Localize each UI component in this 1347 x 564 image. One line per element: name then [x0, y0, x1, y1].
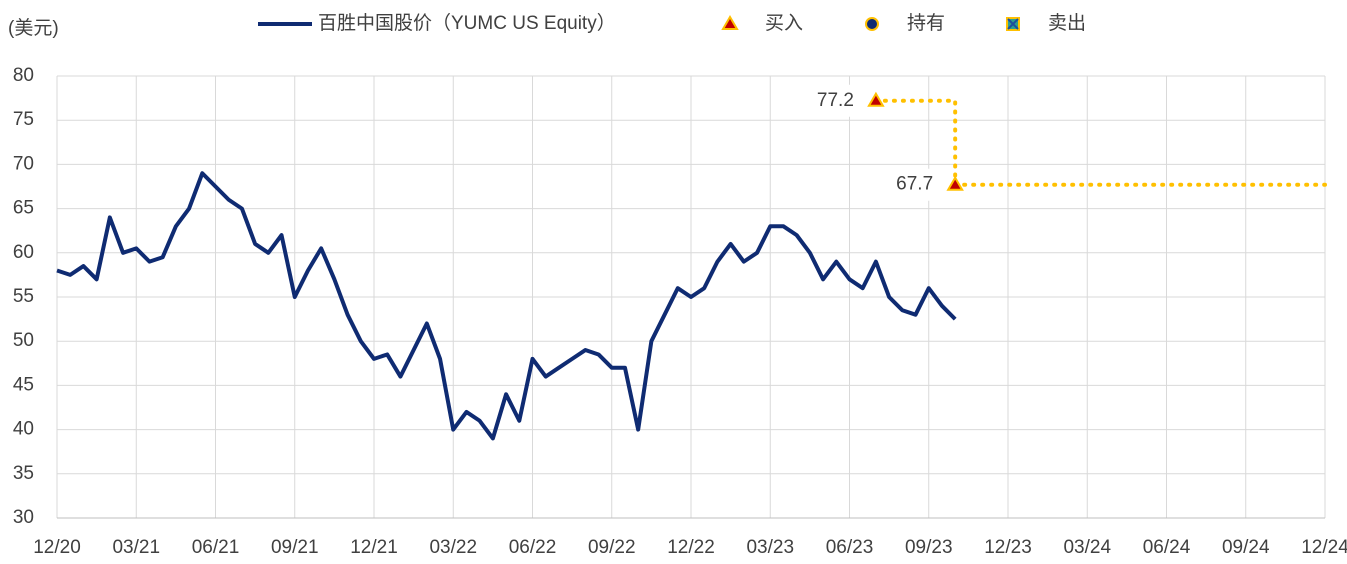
- y-tick-label: 55: [13, 286, 34, 307]
- legend-label: 百胜中国股价（YUMC US Equity）: [318, 12, 616, 34]
- buy-marker: [867, 91, 885, 107]
- buy-marker: [946, 175, 964, 191]
- x-tick-label: 12/20: [33, 537, 81, 558]
- x-tick-label: 12/21: [350, 537, 398, 558]
- x-tick-label: 12/24: [1301, 537, 1347, 558]
- y-tick-label: 35: [13, 463, 34, 484]
- value-label: 77.2: [817, 90, 854, 111]
- legend-marker-x: [1007, 18, 1019, 30]
- legend-label: 持有: [907, 12, 945, 34]
- y-tick-label: 65: [13, 198, 34, 219]
- x-tick-label: 06/24: [1143, 537, 1191, 558]
- x-tick-label: 06/23: [826, 537, 874, 558]
- x-tick-label: 03/24: [1063, 537, 1111, 558]
- value-label-box: [879, 168, 944, 201]
- y-tick-label: 45: [13, 374, 34, 395]
- unit-label: (美元): [8, 17, 59, 39]
- legend-label: 买入: [765, 13, 803, 34]
- x-tick-label: 12/23: [984, 537, 1032, 558]
- y-tick-label: 50: [13, 330, 34, 351]
- x-tick-label: 09/23: [905, 537, 953, 558]
- y-tick-label: 80: [13, 65, 34, 86]
- x-tick-label: 12/22: [667, 537, 715, 558]
- connector: [873, 98, 958, 187]
- value-label-box: [799, 84, 864, 117]
- x-tick-label: 03/23: [746, 537, 794, 558]
- price-line: [56, 171, 957, 441]
- x-tick-label: 03/22: [429, 537, 477, 558]
- x-tick-label: 03/21: [112, 537, 160, 558]
- x-tick-label: 09/24: [1222, 537, 1270, 558]
- y-tick-label: 60: [13, 242, 34, 263]
- x-tick-label: 06/21: [192, 537, 240, 558]
- y-tick-label: 40: [13, 419, 34, 440]
- legend-label: 卖出: [1048, 12, 1086, 34]
- x-tick-label: 09/22: [588, 537, 636, 558]
- value-label: 67.7: [896, 174, 933, 195]
- y-tick-label: 30: [13, 507, 34, 528]
- y-tick-label: 75: [13, 109, 34, 130]
- legend-marker: [721, 15, 739, 30]
- y-tick-label: 70: [13, 153, 34, 174]
- legend-marker: [865, 17, 879, 31]
- x-tick-label: 06/22: [509, 537, 557, 558]
- x-tick-label: 09/21: [271, 537, 319, 558]
